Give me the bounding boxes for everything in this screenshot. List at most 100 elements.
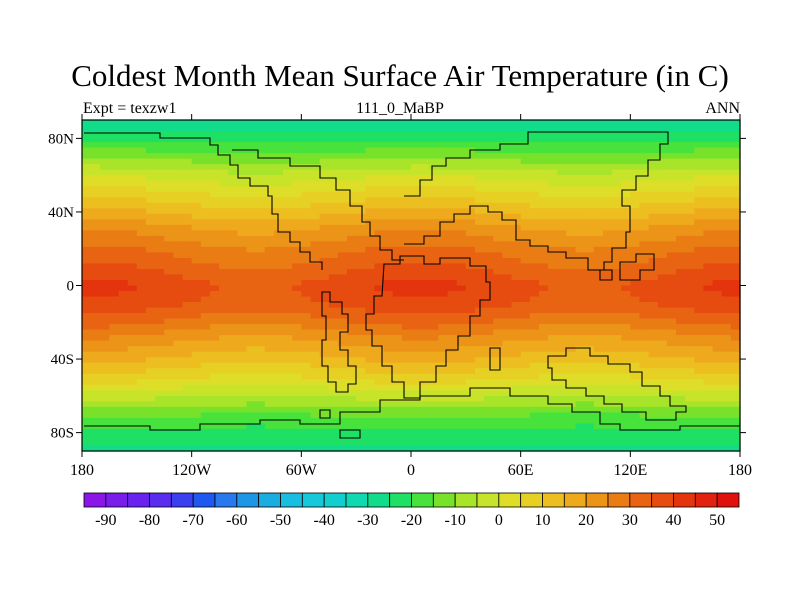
field-cell — [347, 439, 357, 447]
field-cell — [612, 197, 622, 204]
field-cell — [666, 241, 677, 248]
field-cell — [237, 197, 248, 204]
field-cell — [209, 153, 220, 160]
field-cell — [182, 428, 193, 436]
field-cell — [91, 136, 101, 143]
field-cell — [109, 164, 120, 171]
field-cell — [228, 395, 238, 402]
field-cell — [511, 268, 522, 276]
field-cell — [694, 406, 705, 413]
field-cell — [374, 417, 385, 425]
field-cell — [100, 329, 111, 336]
field-cell — [145, 390, 156, 397]
field-cell — [703, 346, 714, 353]
field-cell — [721, 346, 732, 353]
field-cell — [602, 164, 613, 171]
field-cell — [612, 291, 622, 298]
field-cell — [273, 263, 284, 270]
field-cell — [548, 164, 558, 171]
field-cell — [712, 246, 723, 253]
field-cell — [676, 318, 686, 325]
field-cell — [566, 142, 577, 149]
field-cell — [301, 208, 312, 215]
field-cell — [429, 384, 440, 391]
field-cell — [246, 213, 257, 220]
field-cell — [411, 384, 421, 391]
field-cell — [648, 147, 659, 154]
field-cell — [447, 153, 458, 160]
field-cell — [602, 428, 613, 436]
field-cell — [145, 346, 156, 353]
field-cell — [721, 191, 732, 198]
field-cell — [456, 285, 467, 292]
field-cell — [639, 439, 650, 447]
field-cell — [520, 445, 531, 452]
field-cell — [191, 401, 202, 408]
field-cell — [703, 230, 714, 237]
field-cell — [676, 164, 686, 171]
field-cell — [557, 291, 567, 298]
field-cell — [182, 395, 193, 402]
field-cell — [721, 302, 732, 309]
field-cell — [657, 268, 668, 276]
field-cell — [420, 362, 430, 369]
field-cell — [411, 351, 421, 358]
field-cell — [511, 197, 522, 204]
field-cell — [219, 153, 229, 160]
field-cell — [584, 180, 595, 187]
field-cell — [219, 346, 229, 353]
field-cell — [209, 164, 220, 171]
field-cell — [164, 164, 174, 171]
field-cell — [712, 329, 723, 336]
field-cell — [301, 390, 312, 397]
field-cell — [447, 197, 458, 204]
field-cell — [420, 191, 430, 198]
field-cell — [127, 274, 138, 281]
field-cell — [82, 439, 92, 447]
field-cell — [557, 191, 567, 198]
field-cell — [292, 246, 302, 253]
field-cell — [383, 395, 394, 402]
field-cell — [91, 313, 101, 320]
field-cell — [374, 340, 385, 347]
field-cell — [301, 285, 312, 292]
field-cell — [511, 362, 522, 369]
field-cell — [429, 279, 440, 287]
field-cell — [685, 445, 695, 452]
field-cell — [630, 125, 641, 132]
field-cell — [109, 257, 120, 265]
field-cell — [82, 246, 92, 253]
field-cell — [182, 257, 193, 265]
field-cell — [557, 423, 567, 430]
field-cell — [273, 439, 284, 447]
field-cell — [200, 153, 211, 160]
field-cell — [91, 246, 101, 253]
field-cell — [529, 120, 540, 127]
field-cell — [347, 213, 357, 220]
field-cell — [392, 390, 403, 397]
field-cell — [347, 357, 357, 364]
field-cell — [639, 208, 650, 215]
field-cell — [447, 439, 458, 447]
field-cell — [246, 313, 257, 320]
field-cell — [538, 169, 549, 176]
field-cell — [456, 230, 467, 237]
field-cell — [136, 158, 147, 165]
field-cell — [283, 257, 293, 265]
field-cell — [337, 340, 348, 347]
field-cell — [328, 335, 339, 342]
field-cell — [721, 136, 732, 143]
field-cell — [538, 268, 549, 276]
field-cell — [319, 390, 330, 397]
field-cell — [255, 434, 266, 441]
field-cell — [100, 401, 111, 408]
field-cell — [438, 191, 449, 198]
field-cell — [219, 428, 229, 436]
field-cell — [310, 318, 321, 325]
field-cell — [411, 313, 421, 320]
field-cell — [392, 268, 403, 276]
field-cell — [356, 346, 366, 353]
field-cell — [502, 445, 513, 452]
field-cell — [374, 368, 385, 375]
field-cell — [347, 285, 357, 292]
